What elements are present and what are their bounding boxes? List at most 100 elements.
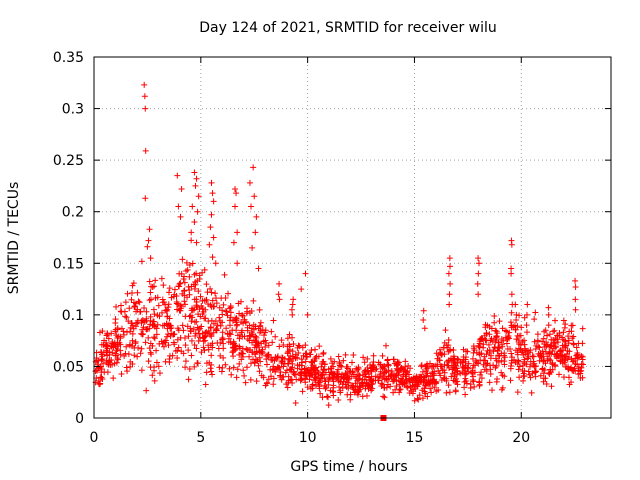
data-point	[420, 317, 427, 324]
data-point	[508, 241, 515, 248]
data-point	[128, 320, 135, 327]
data-point	[212, 295, 219, 302]
data-point	[474, 280, 481, 287]
data-point	[189, 260, 196, 267]
data-point	[139, 316, 146, 323]
data-point	[495, 344, 502, 351]
data-point	[370, 362, 377, 369]
data-point	[423, 382, 430, 389]
data-point	[385, 361, 392, 368]
data-point	[219, 334, 226, 341]
data-point	[194, 360, 201, 367]
data-point	[495, 352, 502, 359]
data-point	[138, 345, 145, 352]
data-point	[478, 375, 485, 382]
data-point	[476, 338, 483, 345]
data-point	[482, 324, 489, 331]
data-point	[465, 360, 472, 367]
data-point	[188, 337, 195, 344]
data-point	[188, 283, 195, 290]
data-point	[255, 265, 262, 272]
x-tick-label: 5	[196, 430, 205, 446]
data-point	[513, 317, 520, 324]
data-point	[296, 343, 303, 350]
data-point	[253, 339, 260, 346]
data-point	[185, 333, 192, 340]
data-point	[240, 320, 247, 327]
data-point	[217, 352, 224, 359]
data-point	[471, 383, 478, 390]
data-point	[532, 368, 539, 375]
data-point	[243, 310, 250, 317]
x-tick-label: 20	[512, 430, 530, 446]
data-point	[568, 355, 575, 362]
data-point	[188, 352, 195, 359]
data-point	[179, 322, 186, 329]
data-point	[287, 352, 294, 359]
data-point	[236, 360, 243, 367]
data-point	[515, 366, 522, 373]
data-point	[400, 373, 407, 380]
data-point	[145, 334, 152, 341]
data-point	[401, 380, 408, 387]
data-point	[281, 355, 288, 362]
data-point	[162, 358, 169, 365]
data-point	[541, 328, 548, 335]
data-point	[421, 388, 428, 395]
data-point	[216, 314, 223, 321]
data-point	[475, 291, 482, 298]
data-point	[316, 381, 323, 388]
data-point	[289, 301, 296, 308]
data-point	[330, 389, 337, 396]
data-point	[421, 325, 428, 332]
data-point	[309, 362, 316, 369]
data-point	[418, 362, 425, 369]
data-point	[478, 369, 485, 376]
data-point	[445, 336, 452, 343]
data-point	[398, 364, 405, 371]
data-point	[419, 368, 426, 375]
data-point	[175, 344, 182, 351]
data-point	[527, 374, 534, 381]
data-point	[521, 337, 528, 344]
data-point	[349, 368, 356, 375]
data-point	[129, 330, 136, 337]
data-point	[425, 378, 432, 385]
data-point	[127, 324, 134, 331]
data-point	[155, 302, 162, 309]
data-point	[146, 345, 153, 352]
data-point	[538, 353, 545, 360]
data-point	[180, 350, 187, 357]
data-point	[201, 266, 208, 273]
grid	[94, 57, 611, 418]
data-point	[355, 364, 362, 371]
data-point	[118, 370, 125, 377]
data-point	[178, 303, 185, 310]
data-point	[443, 389, 450, 396]
data-point	[290, 369, 297, 376]
data-point	[189, 307, 196, 314]
data-point	[423, 372, 430, 379]
data-point	[103, 359, 110, 366]
y-tick-label: 0	[75, 411, 84, 427]
data-point	[262, 344, 269, 351]
data-point	[208, 333, 215, 340]
data-point	[335, 353, 342, 360]
data-point	[384, 356, 391, 363]
data-point	[450, 365, 457, 372]
data-point	[464, 348, 471, 355]
data-point	[194, 208, 201, 215]
data-point	[493, 337, 500, 344]
data-point	[118, 302, 125, 309]
data-point	[531, 369, 538, 376]
plot-frame	[93, 56, 612, 419]
data-point	[551, 340, 558, 347]
data-point	[557, 348, 564, 355]
data-point	[449, 370, 456, 377]
data-point	[320, 351, 327, 358]
data-point	[325, 376, 332, 383]
data-point	[206, 241, 213, 248]
data-point	[570, 340, 577, 347]
data-point	[284, 335, 291, 342]
data-point	[428, 389, 435, 396]
